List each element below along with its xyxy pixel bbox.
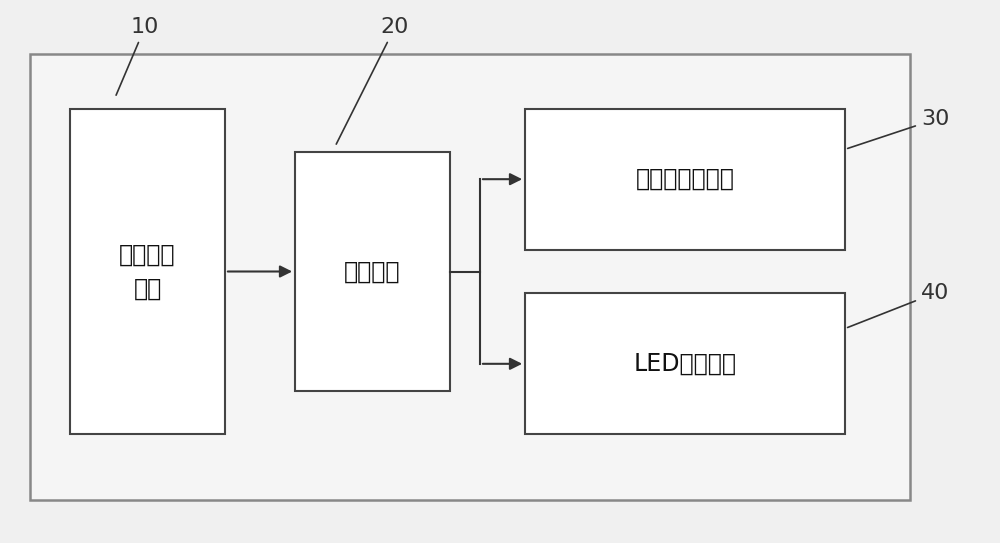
Text: 10: 10 xyxy=(116,17,159,95)
Text: 处理模块: 处理模块 xyxy=(344,260,401,283)
Bar xyxy=(30,54,910,500)
Bar xyxy=(70,109,225,434)
Text: 30: 30 xyxy=(848,110,949,148)
Text: 20: 20 xyxy=(336,17,409,144)
Text: 增减量控制模块: 增减量控制模块 xyxy=(636,167,734,191)
Bar xyxy=(295,152,450,391)
Bar xyxy=(525,109,845,250)
Text: 触摸感应
模块: 触摸感应 模块 xyxy=(119,243,176,300)
Bar xyxy=(525,293,845,434)
Text: LED控制模块: LED控制模块 xyxy=(634,352,736,376)
Text: 40: 40 xyxy=(848,283,949,327)
